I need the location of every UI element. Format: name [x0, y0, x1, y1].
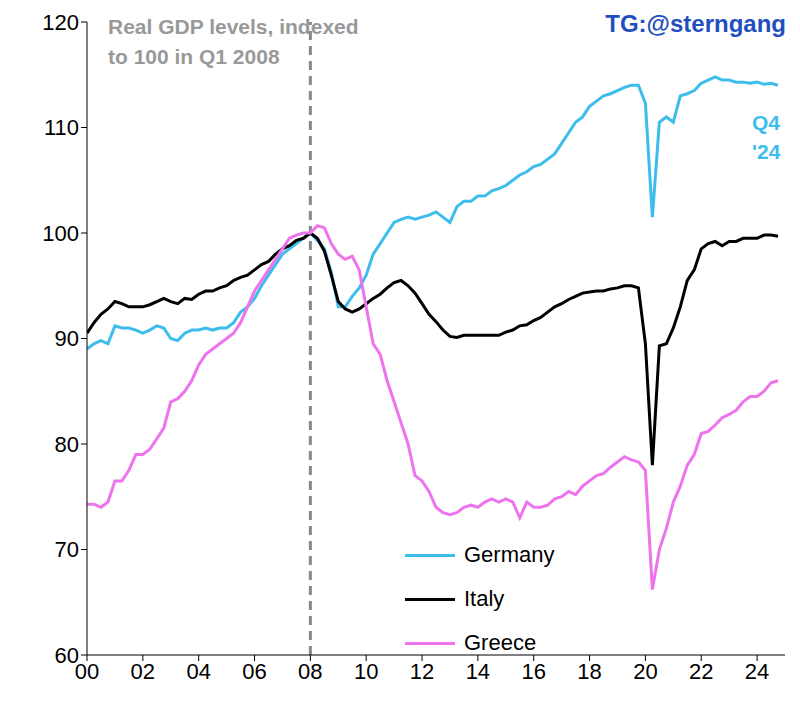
svg-text:70: 70: [55, 537, 79, 562]
svg-text:20: 20: [633, 659, 657, 684]
svg-text:100: 100: [42, 221, 79, 246]
svg-text:04: 04: [186, 659, 210, 684]
svg-text:18: 18: [577, 659, 601, 684]
svg-text:00: 00: [74, 658, 100, 684]
html-text:Q4 '24: Q4 '24: [752, 111, 781, 164]
svg-text:02: 02: [131, 659, 155, 684]
html-text:Germany: Germany: [464, 542, 555, 567]
svg-text:16: 16: [521, 659, 545, 684]
svg-text:110: 110: [44, 115, 79, 140]
svg-text:120: 120: [42, 10, 79, 35]
svg-text:12: 12: [410, 659, 434, 684]
svg-text:80: 80: [55, 432, 79, 457]
svg-text:24: 24: [745, 659, 769, 684]
svg-text:08: 08: [298, 659, 322, 684]
svg-text:22: 22: [689, 659, 713, 684]
svg-text:14: 14: [466, 659, 490, 684]
html-text:Greece: Greece: [464, 630, 537, 655]
html-text:Real GDP levels, indexed to 10: Real GDP levels, indexed to 100 in Q1 20…: [108, 15, 359, 69]
html-text:TG:@sterngang: TG:@sterngang: [605, 10, 786, 37]
svg-text:90: 90: [55, 326, 79, 351]
svg-text:60: 60: [55, 643, 79, 668]
svg-text:10: 10: [354, 659, 378, 684]
svg-text:06: 06: [242, 659, 266, 684]
html-text:Italy: Italy: [464, 586, 505, 611]
